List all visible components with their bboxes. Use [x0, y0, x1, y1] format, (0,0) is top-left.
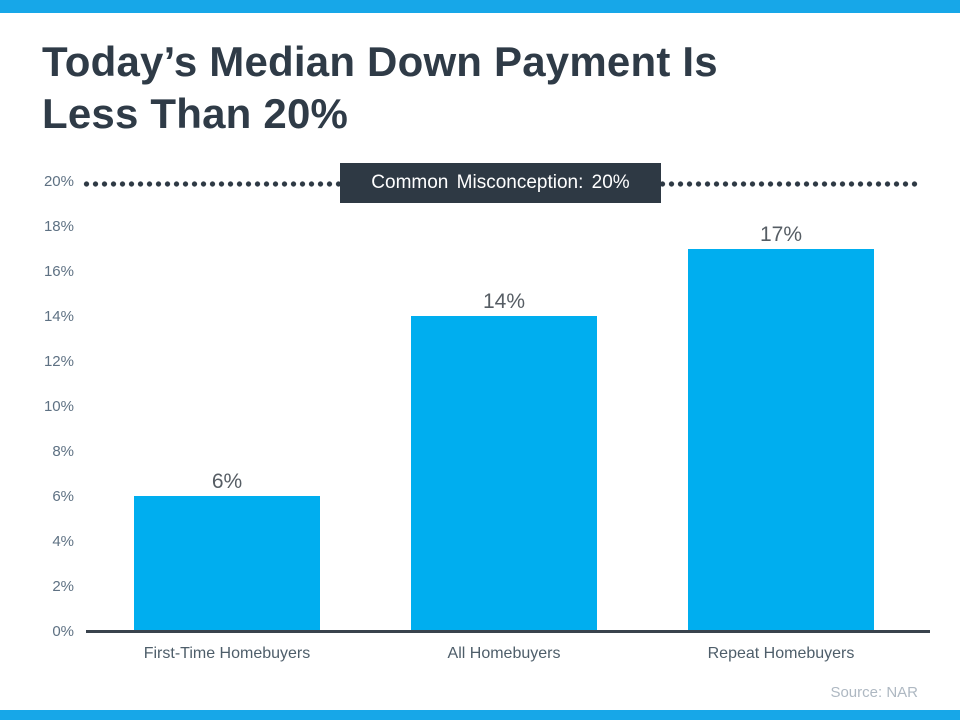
y-axis-tick: 4%	[52, 533, 74, 550]
bar	[688, 248, 874, 631]
category-label: First-Time Homebuyers	[143, 645, 311, 662]
misconception-callout: Common Misconception: 20%	[340, 163, 661, 203]
source-attribution: Source: NAR	[830, 684, 918, 701]
title-line-2: Less Than 20%	[42, 90, 349, 137]
y-axis-tick: 12%	[43, 353, 74, 370]
bar	[411, 316, 597, 631]
x-axis-line	[86, 630, 930, 633]
y-axis-tick: 8%	[52, 443, 74, 460]
y-axis-tick: 10%	[43, 398, 74, 415]
y-axis-tick: 6%	[52, 488, 74, 505]
bottom-accent-bar	[0, 710, 960, 720]
y-axis-tick: 14%	[43, 308, 74, 325]
bar-value-label: 6%	[211, 470, 243, 493]
category-label: All Homebuyers	[447, 645, 561, 662]
category-label: Repeat Homebuyers	[707, 645, 855, 662]
title-line-1: Today’s Median Down Payment Is	[42, 38, 718, 85]
bar-value-label: 17%	[759, 222, 803, 246]
chart-title: Today’s Median Down Payment Is Less Than…	[42, 36, 718, 140]
y-axis-tick: 0%	[52, 623, 74, 640]
y-axis-tick: 16%	[43, 263, 74, 280]
y-axis-tick: 2%	[52, 578, 74, 595]
y-axis-tick: 18%	[43, 218, 74, 235]
bar	[134, 496, 320, 631]
top-accent-bar	[0, 0, 960, 13]
y-axis-tick: 20%	[43, 173, 74, 190]
bar-value-label: 14%	[482, 290, 526, 313]
